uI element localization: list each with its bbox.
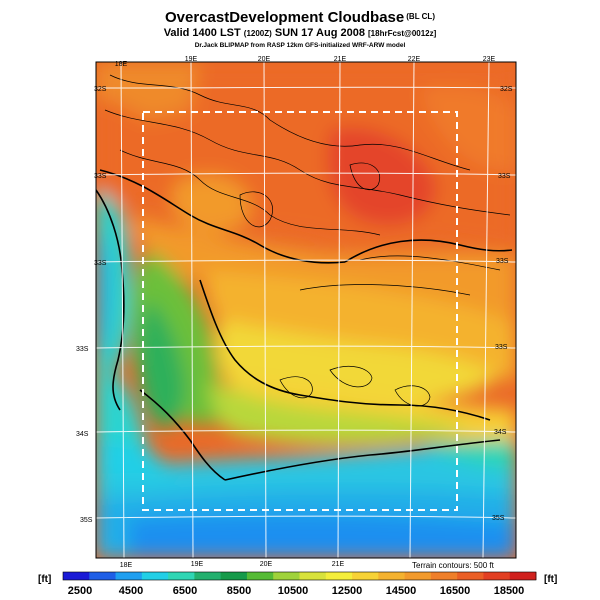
colorbar-tick-label: 10500 <box>277 585 309 597</box>
colorbar-tick-label: 4500 <box>118 585 144 597</box>
lon-label-top: 19E <box>185 56 198 63</box>
colorbar-swatch <box>352 572 379 580</box>
latlon-grid <box>95 61 517 559</box>
valid-lst: Valid 1400 LST <box>163 27 241 39</box>
colorbar-swatch <box>63 572 90 580</box>
lat-label-right: 33S <box>495 344 508 351</box>
lon-label-top: 20E <box>258 56 271 63</box>
colorbar-swatch <box>273 572 300 580</box>
lat-label-left: 33S <box>76 346 89 353</box>
map-field <box>96 62 516 558</box>
lat-label-right: 32S <box>500 86 513 93</box>
colorbar-frame <box>62 571 537 581</box>
colorbar-swatch <box>509 572 537 580</box>
lat-label-right: 34S <box>494 429 507 436</box>
title-text: OvercastDevelopment Cloudbase <box>165 9 405 26</box>
lon-label-bottom: 20E <box>260 561 273 568</box>
colorbar-tick-label: 6500 <box>172 585 198 597</box>
colorbar-swatch <box>483 572 511 580</box>
lat-label-left: 34S <box>76 431 89 438</box>
valid-time: Valid 1400 LST (1200Z) SUN 17 Aug 2008 [… <box>0 27 600 40</box>
colorbar-swatch <box>141 572 169 580</box>
colorbar-swatch <box>89 572 116 580</box>
lat-label-right: 33S <box>496 258 509 265</box>
colorbar-tick-label: 12500 <box>331 585 363 597</box>
colorbar-swatch <box>430 572 458 580</box>
colorbar-swatch <box>404 572 432 580</box>
colorbar-swatch <box>246 572 274 580</box>
terrain-contours <box>104 74 511 407</box>
colorbar-swatch <box>457 572 484 580</box>
colorbar-swatch <box>194 572 222 580</box>
colorbar-swatch <box>168 572 195 580</box>
forecast-run: [18hrFcst@0012z] <box>368 29 437 38</box>
colorbar-swatch <box>325 572 353 580</box>
colorbar-tick-label: 2500 <box>67 585 93 597</box>
lat-label-left: 32S <box>94 86 107 93</box>
lat-label-right: 33S <box>498 173 511 180</box>
terrain-contour-note: Terrain contours: 500 ft <box>412 561 494 570</box>
colorbar-tick-label: 16500 <box>439 585 471 597</box>
lon-label-bottom: 19E <box>191 561 204 568</box>
lon-label-bottom: 21E <box>332 561 345 568</box>
cloudbase-color-field <box>96 62 516 558</box>
title-suffix: (BL CL) <box>406 12 435 21</box>
lon-label-top: 23E <box>483 56 496 63</box>
colorbar-swatch <box>115 572 143 580</box>
valid-utc: (1200Z) <box>243 29 272 38</box>
colorbar-swatch <box>299 572 327 580</box>
lon-label-top: 18E <box>115 61 128 68</box>
model-credit: Dr.Jack BLIPMAP from RASP 12km GFS-initi… <box>194 42 406 49</box>
colorbar-tick-label: 18500 <box>493 585 525 597</box>
lat-label-left: 35S <box>80 517 93 524</box>
inner-domain-box <box>142 111 458 511</box>
lat-label-left: 33S <box>94 173 107 180</box>
lat-label-right: 35S <box>492 515 505 522</box>
colorbar-unit-left: [ft] <box>38 574 52 585</box>
map-frame <box>95 61 517 559</box>
lon-label-top: 22E <box>408 56 421 63</box>
lon-label-top: 21E <box>334 56 347 63</box>
colorbar-tick-label: 14500 <box>385 585 417 597</box>
lat-label-left: 33S <box>94 260 107 267</box>
valid-date: SUN 17 Aug 2008 <box>274 27 365 39</box>
map-title: OvercastDevelopment Cloudbase (BL CL) <box>0 8 600 27</box>
colorbar <box>62 571 537 581</box>
colorbar-unit-right: [ft] <box>544 574 558 585</box>
colorbar-tick-label: 8500 <box>226 585 252 597</box>
lon-label-bottom: 18E <box>120 562 133 569</box>
colorbar-swatch <box>220 572 248 580</box>
colorbar-swatch <box>378 572 406 580</box>
